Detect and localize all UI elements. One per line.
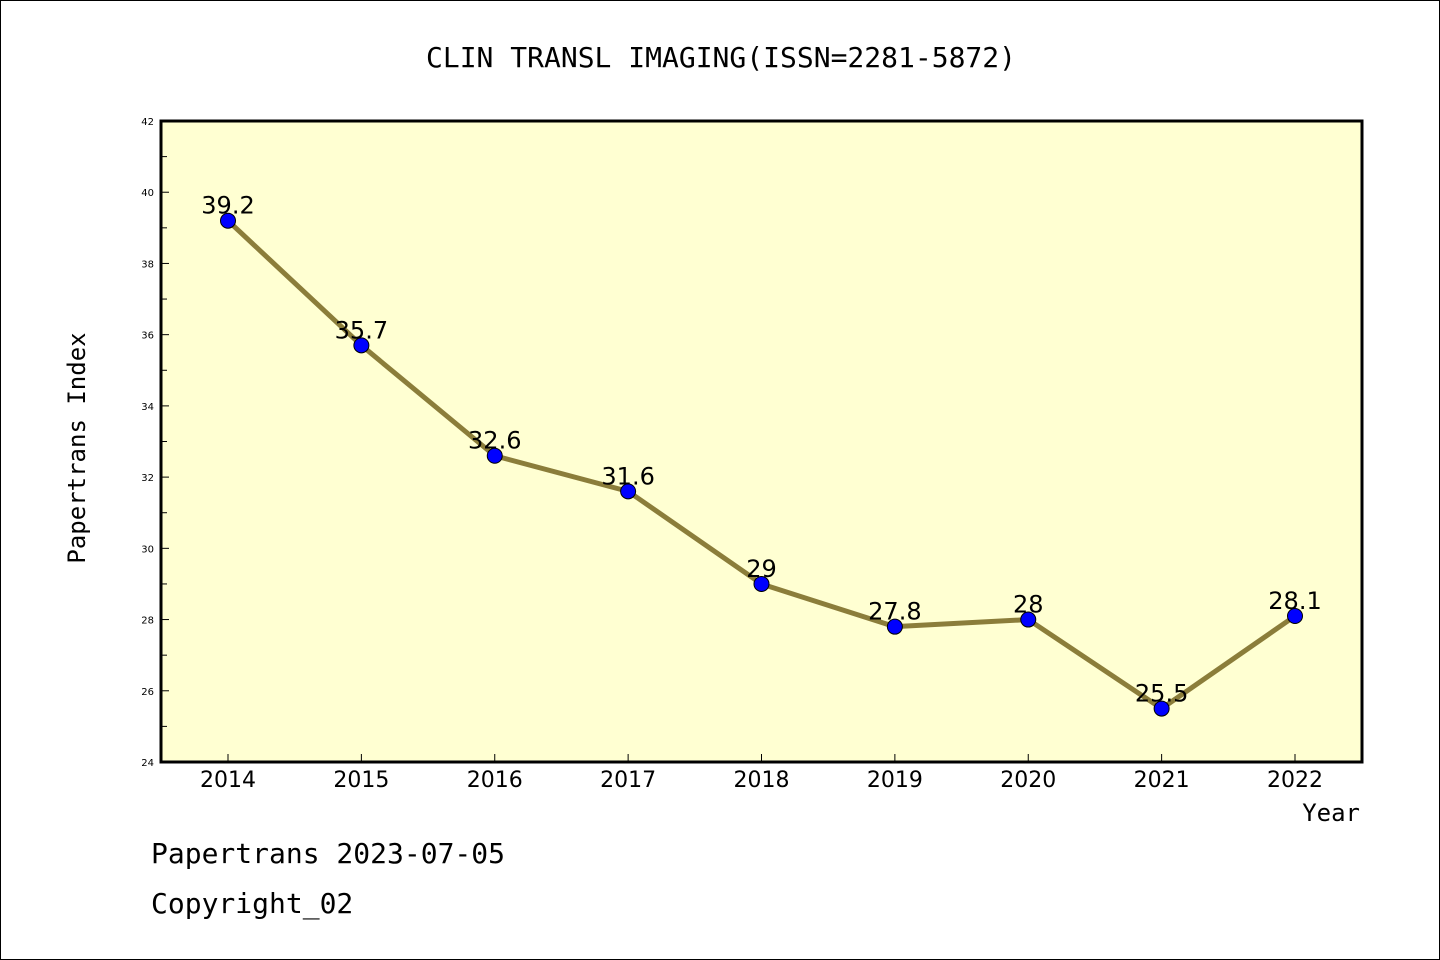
data-point — [620, 483, 637, 500]
plot-area — [159, 119, 1364, 764]
x-tick-label: 2021 — [1134, 768, 1190, 793]
y-tick-label: 30 — [141, 544, 154, 555]
y-tick-label: 32 — [141, 473, 154, 484]
data-labels: 39.2 35.7 32.6 31.6 29 27.8 28 25.5 28.1 — [201, 192, 1321, 708]
data-label: 28.1 — [1268, 587, 1321, 615]
x-tick-label: 2022 — [1267, 768, 1323, 793]
y-axis-title: Papertrans Index — [63, 332, 91, 563]
data-point — [220, 212, 236, 229]
x-axis-title: Year — [1302, 799, 1360, 827]
data-point — [486, 447, 503, 464]
y-tick-label: 36 — [141, 331, 154, 342]
y-tick-label: 28 — [141, 616, 154, 627]
x-tick-label: 2020 — [1000, 768, 1056, 793]
x-tick-label: 2014 — [200, 768, 256, 793]
data-label: 27.8 — [868, 598, 921, 626]
y-tick-label: 24 — [141, 758, 154, 769]
y-tick-label: 42 — [141, 117, 154, 128]
data-label: 28 — [1013, 591, 1044, 619]
data-point — [886, 618, 903, 635]
x-tick-label: 2018 — [734, 768, 790, 793]
y-axis: 24 26 28 30 32 34 36 38 40 42 — [141, 117, 169, 769]
y-tick-label: 38 — [141, 259, 154, 270]
data-point — [1020, 611, 1037, 628]
x-axis: 2014 2015 2016 2017 2018 2019 2020 2021 2022 — [200, 754, 1323, 793]
x-tick-label: 2015 — [333, 768, 389, 793]
data-point — [353, 337, 370, 354]
data-label: 25.5 — [1135, 680, 1188, 708]
footer-date-text: Papertrans 2023-07-05 — [151, 837, 506, 870]
y-tick-label: 40 — [141, 188, 154, 199]
data-points — [220, 212, 1303, 717]
data-point — [1153, 700, 1170, 717]
x-tick-label: 2017 — [600, 768, 656, 793]
x-tick-label: 2019 — [867, 768, 923, 793]
chart-title: CLIN TRANSL IMAGING(ISSN=2281-5872) — [426, 41, 1016, 74]
x-tick-label: 2016 — [467, 768, 523, 793]
data-point — [753, 575, 770, 592]
data-label: 32.6 — [468, 427, 521, 455]
data-label: 29 — [746, 555, 777, 583]
data-label: 31.6 — [601, 462, 654, 490]
data-label: 39.2 — [201, 192, 254, 220]
data-point — [1287, 607, 1303, 624]
footer-copyright-text: Copyright_02 — [151, 887, 354, 920]
y-tick-label: 26 — [141, 687, 154, 698]
y-tick-label: 34 — [141, 402, 154, 413]
data-label: 35.7 — [335, 316, 388, 344]
